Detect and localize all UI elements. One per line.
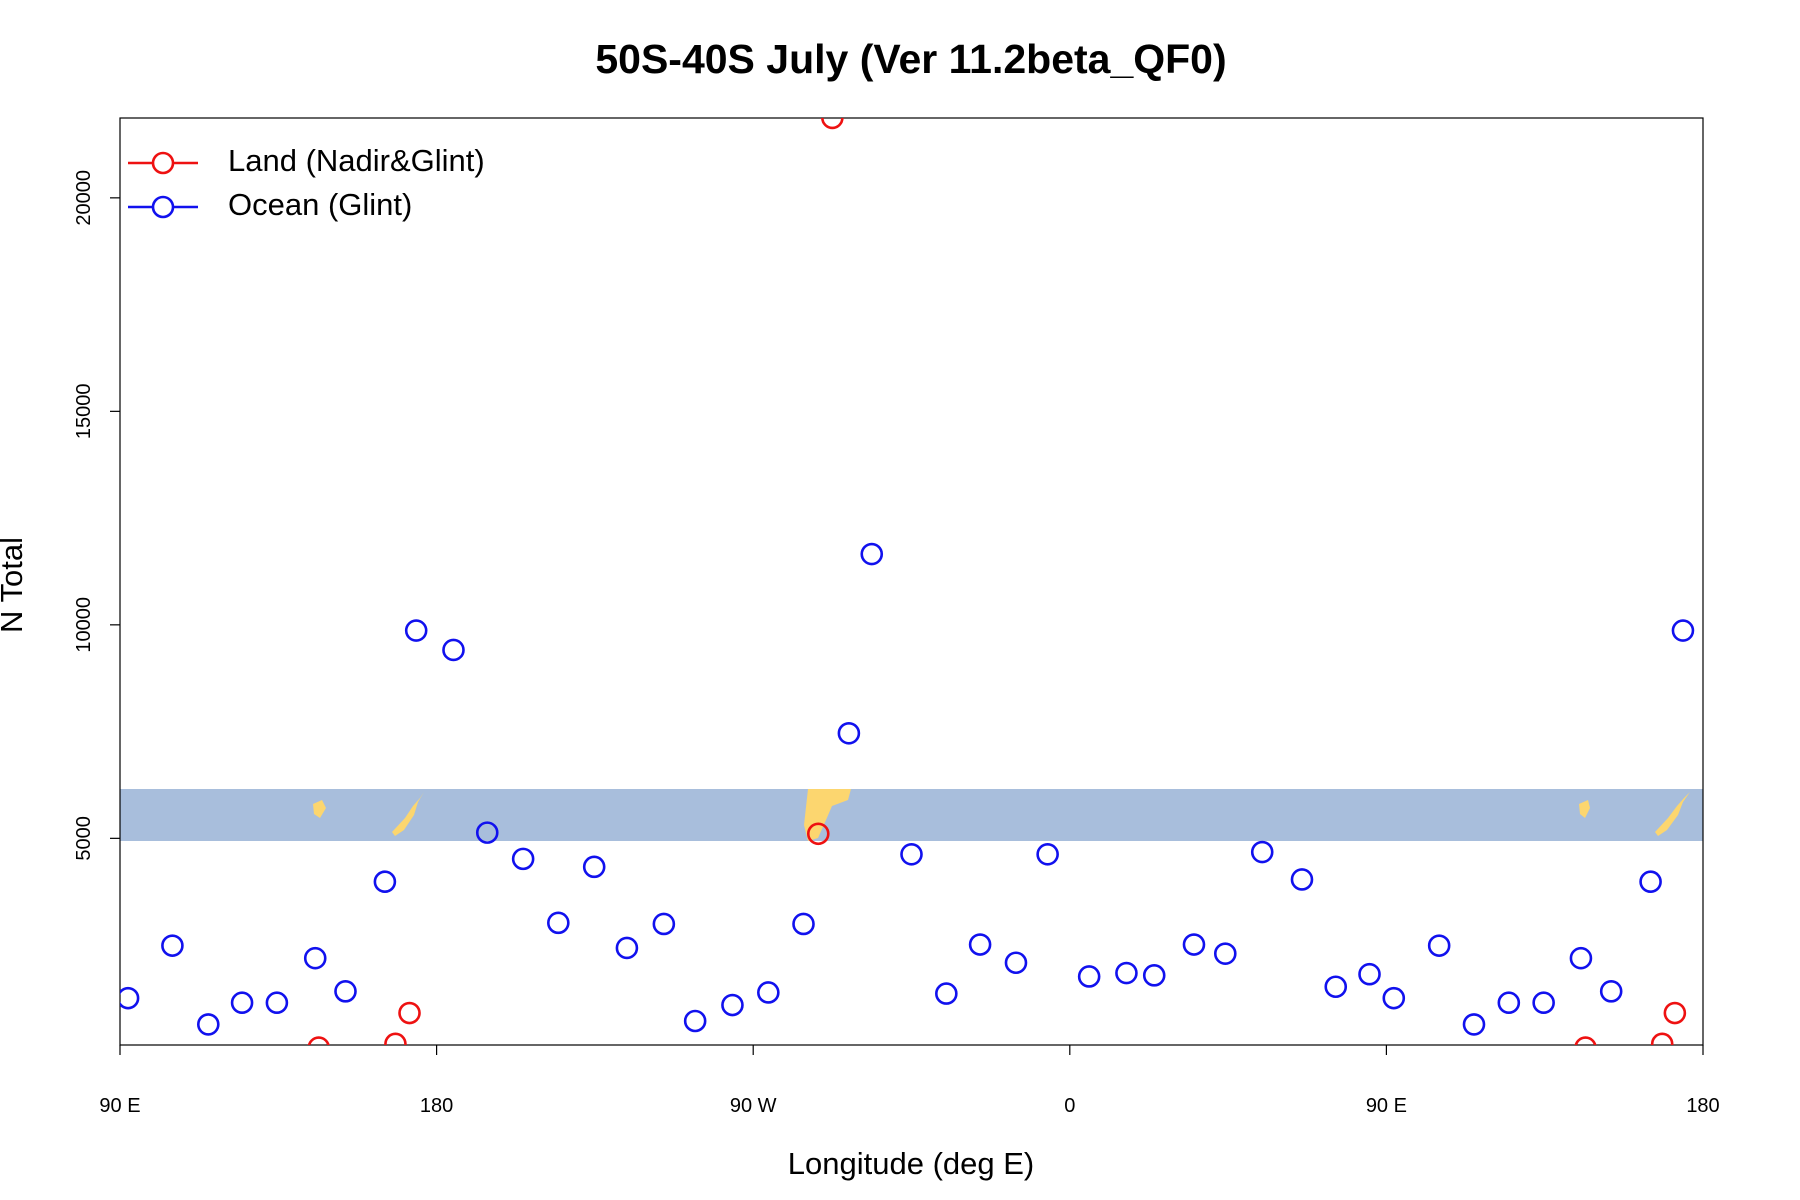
point <box>860 542 884 566</box>
point <box>161 934 184 957</box>
x-axis-label: Longitude (deg E) <box>788 1146 1034 1181</box>
x-tick-label: 90 E <box>1366 1095 1407 1117</box>
point <box>652 912 676 936</box>
point <box>1213 942 1237 965</box>
point <box>547 911 570 935</box>
point <box>721 993 744 1017</box>
x-tick-label: 90 E <box>99 1095 140 1117</box>
point <box>792 912 815 936</box>
y-tick-label: 5000 <box>73 816 95 861</box>
legend-label: Ocean (Glint) <box>228 187 412 222</box>
point <box>1382 986 1406 1010</box>
point <box>1182 933 1206 956</box>
point <box>265 991 289 1015</box>
y-axis-label: N Total <box>0 537 29 633</box>
point <box>475 821 499 844</box>
point <box>1077 965 1101 988</box>
point <box>1115 961 1138 985</box>
point <box>384 1032 407 1045</box>
point <box>1663 1001 1687 1025</box>
point <box>1639 870 1662 894</box>
land-shape <box>313 800 326 818</box>
point <box>1599 980 1623 1003</box>
point <box>196 1013 220 1036</box>
point <box>1004 951 1028 975</box>
map-strip <box>120 789 1703 841</box>
point <box>806 822 830 846</box>
point <box>334 980 357 1003</box>
point <box>1497 991 1521 1015</box>
legend-label: Land (Nadir&Glint) <box>228 143 485 178</box>
land-shape <box>804 789 851 841</box>
point <box>307 1036 330 1045</box>
point <box>1324 975 1348 999</box>
point <box>1290 868 1314 891</box>
point <box>1671 619 1695 642</box>
point <box>303 946 327 970</box>
point <box>968 933 992 956</box>
point <box>1250 840 1274 864</box>
point <box>1142 964 1166 987</box>
point <box>120 986 140 1010</box>
point <box>398 1001 421 1025</box>
point <box>511 847 535 871</box>
x-tick-label: 90 W <box>730 1095 777 1117</box>
point <box>683 1009 707 1033</box>
point <box>373 870 397 894</box>
x-tick-label: 180 <box>1686 1095 1719 1117</box>
point <box>821 118 844 130</box>
point <box>615 936 639 960</box>
point <box>1358 962 1381 986</box>
point <box>442 638 465 662</box>
point <box>582 855 606 879</box>
plot-frame <box>119 117 1704 1046</box>
point <box>1427 934 1451 957</box>
ocean-strip <box>120 789 1703 841</box>
point <box>935 982 958 1005</box>
chart-title: 50S-40S July (Ver 11.2beta_QF0) <box>595 36 1226 82</box>
point <box>1036 843 1059 866</box>
y-tick-label: 15000 <box>73 384 95 440</box>
point <box>1462 1013 1486 1036</box>
legend-marker <box>151 151 175 175</box>
point <box>837 721 861 745</box>
legend-marker <box>151 195 175 219</box>
x-tick-label: 0 <box>1064 1095 1075 1117</box>
y-tick-label: 20000 <box>73 170 95 226</box>
point <box>1650 1032 1674 1045</box>
point <box>230 991 254 1015</box>
land-shape <box>1655 792 1690 836</box>
land-shape <box>392 792 424 836</box>
point <box>1574 1036 1597 1045</box>
point <box>404 619 428 642</box>
land-shape <box>1579 800 1590 818</box>
point <box>1532 991 1555 1015</box>
point <box>900 843 923 866</box>
point <box>757 981 780 1004</box>
y-tick-label: 10000 <box>73 597 95 653</box>
point <box>1569 946 1593 970</box>
plot-area <box>120 118 1695 1045</box>
x-tick-label: 180 <box>420 1095 453 1117</box>
